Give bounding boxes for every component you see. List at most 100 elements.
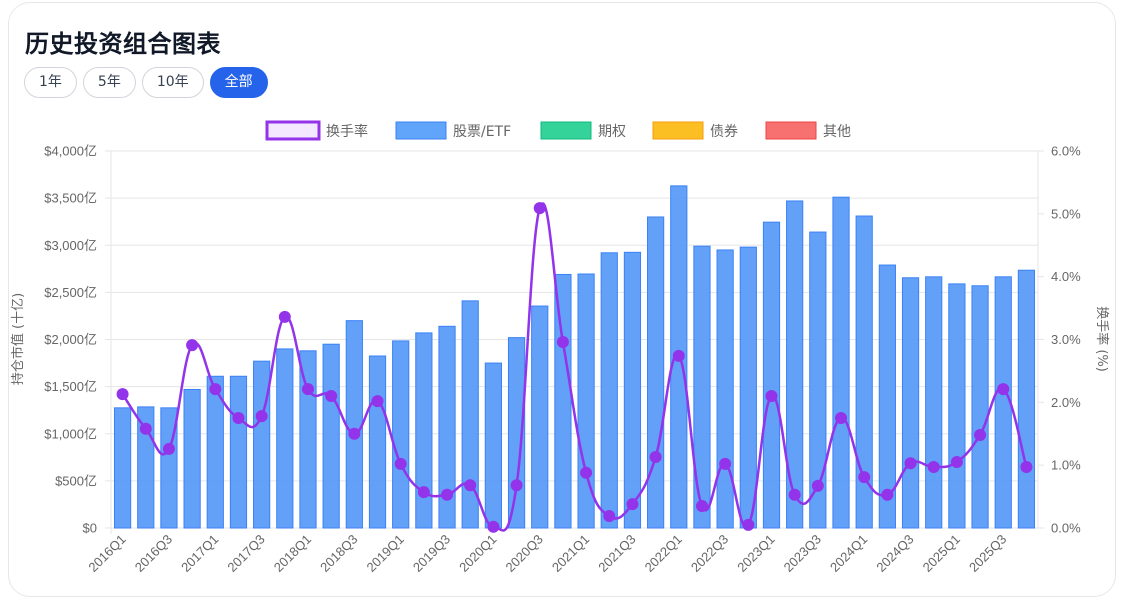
turnover-point-2021Q1[interactable] [580, 466, 593, 479]
bar-2023Q3[interactable] [809, 231, 827, 529]
left-axis-title: 持仓市值 (十亿) [10, 293, 26, 385]
bar-2023Q2[interactable] [786, 200, 804, 529]
bar-2019Q4[interactable] [461, 300, 479, 529]
bar-2020Q3[interactable] [531, 305, 549, 529]
turnover-point-2023Q1[interactable] [765, 390, 778, 403]
turnover-point-2024Q1[interactable] [858, 471, 871, 484]
turnover-point-2025Q4[interactable] [1020, 461, 1033, 474]
bar-2016Q1[interactable] [113, 407, 132, 529]
turnover-point-2017Q1[interactable] [209, 383, 222, 396]
bar-2021Q2[interactable] [600, 252, 618, 529]
y-axis-tick-label: $2,000亿 [44, 332, 97, 347]
y-axis-tick-label: $2,500亿 [44, 285, 97, 300]
turnover-point-2022Q2[interactable] [695, 500, 708, 513]
turnover-point-2025Q1[interactable] [950, 456, 963, 469]
turnover-point-2018Q2[interactable] [325, 390, 338, 403]
range-button-1y[interactable]: 1年 [24, 67, 77, 98]
turnover-point-2020Q4[interactable] [556, 336, 569, 349]
turnover-point-2025Q3[interactable] [997, 383, 1010, 396]
bar-2022Q2[interactable] [693, 245, 711, 529]
bar-2016Q4[interactable] [183, 388, 201, 529]
range-button-5y[interactable]: 5年 [82, 67, 136, 98]
legend-label: 股票/ETF [453, 124, 511, 140]
bar-2024Q3[interactable] [901, 277, 920, 529]
turnover-point-2018Q1[interactable] [301, 383, 314, 396]
bar-2018Q1[interactable] [299, 350, 317, 529]
turnover-point-2019Q2[interactable] [417, 486, 430, 499]
turnover-point-2024Q4[interactable] [927, 461, 940, 474]
range-button-10y[interactable]: 10年 [141, 67, 204, 98]
bar-2018Q4[interactable] [368, 355, 387, 529]
turnover-point-2021Q4[interactable] [649, 450, 662, 463]
y-axis-tick-label: $1,500亿 [44, 379, 97, 394]
bar-2022Q4[interactable] [739, 246, 757, 529]
turnover-line [116, 202, 1033, 533]
turnover-point-2020Q1[interactable] [487, 520, 500, 533]
turnover-point-2023Q3[interactable] [811, 479, 824, 492]
turnover-point-2019Q1[interactable] [394, 457, 407, 470]
bar-2019Q2[interactable] [415, 332, 433, 529]
turnover-point-2016Q1[interactable] [116, 388, 129, 401]
turnover-point-2024Q2[interactable] [881, 488, 894, 501]
turnover-point-2020Q3[interactable] [533, 202, 546, 215]
bar-2017Q2[interactable] [229, 375, 248, 529]
legend-item-other[interactable]: 其他 [765, 121, 851, 140]
turnover-point-2021Q2[interactable] [603, 510, 616, 523]
bar-2024Q4[interactable] [925, 276, 943, 529]
y2-axis-tick-label: 4.0% [1051, 269, 1081, 284]
bar-2021Q1[interactable] [577, 273, 595, 529]
bar-2018Q2[interactable] [322, 343, 340, 529]
bar-2017Q3[interactable] [253, 360, 271, 529]
y2-axis-tick-label: 6.0% [1051, 144, 1081, 159]
turnover-point-2020Q2[interactable] [510, 479, 523, 492]
legend-item-bonds[interactable]: 债券 [652, 121, 738, 140]
bar-2022Q3[interactable] [716, 249, 734, 529]
bar-2024Q1[interactable] [855, 215, 873, 529]
bar-2018Q3[interactable] [345, 320, 363, 529]
turnover-point-2018Q4[interactable] [371, 395, 384, 408]
bar-2023Q1[interactable] [762, 221, 781, 529]
turnover-point-2024Q3[interactable] [904, 457, 917, 470]
bar-2019Q1[interactable] [392, 340, 410, 529]
bar-2025Q1[interactable] [948, 283, 966, 529]
y-axis-tick-label: $0 [83, 521, 97, 536]
bar-2020Q1[interactable] [484, 362, 502, 529]
bar-2023Q4[interactable] [832, 196, 850, 529]
bar-2020Q2[interactable] [507, 337, 526, 529]
turnover-point-2021Q3[interactable] [626, 498, 639, 511]
bar-2025Q4[interactable] [1017, 269, 1036, 529]
bar-2025Q3[interactable] [994, 276, 1012, 529]
y-axis-tick-label: $4,000亿 [44, 144, 97, 159]
legend-item-turnover[interactable]: 换手率 [265, 120, 368, 141]
turnover-point-2017Q4[interactable] [278, 310, 291, 323]
turnover-point-2022Q4[interactable] [742, 518, 755, 531]
legend-label: 换手率 [326, 123, 368, 140]
turnover-point-2017Q3[interactable] [255, 410, 268, 423]
turnover-point-2016Q4[interactable] [186, 339, 199, 352]
x-axis-tick-label: 2017Q3 [224, 532, 267, 575]
x-axis-tick-label: 2016Q3 [132, 532, 175, 575]
turnover-point-2023Q4[interactable] [835, 412, 848, 425]
bar-2017Q1[interactable] [206, 375, 224, 529]
bar-2019Q3[interactable] [438, 325, 456, 529]
legend-item-stocks-etf[interactable]: 股票/ETF [395, 121, 511, 140]
turnover-point-2019Q4[interactable] [464, 479, 477, 492]
turnover-point-2016Q2[interactable] [139, 422, 152, 435]
turnover-point-2016Q3[interactable] [162, 442, 175, 455]
turnover-point-2025Q2[interactable] [974, 429, 987, 442]
turnover-point-2022Q3[interactable] [719, 457, 732, 470]
bar-2021Q4[interactable] [647, 216, 665, 529]
turnover-point-2018Q3[interactable] [348, 427, 361, 440]
x-axis-tick-label: 2017Q1 [178, 532, 221, 575]
legend-item-options[interactable]: 期权 [540, 121, 626, 140]
bar-2024Q2[interactable] [878, 264, 896, 529]
turnover-point-2019Q3[interactable] [441, 488, 454, 501]
bar-2021Q3[interactable] [623, 251, 642, 529]
bar-2017Q4[interactable] [276, 348, 294, 529]
turnover-point-2017Q2[interactable] [232, 412, 245, 425]
turnover-point-2023Q2[interactable] [788, 488, 801, 501]
turnover-point-2022Q1[interactable] [672, 349, 685, 362]
bar-2020Q4[interactable] [554, 273, 572, 529]
bar-2025Q2[interactable] [971, 285, 989, 529]
range-button-all[interactable]: 全部 [209, 67, 268, 98]
